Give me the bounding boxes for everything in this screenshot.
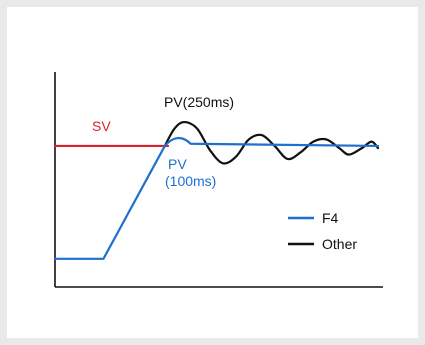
sv-label: SV [92,118,111,134]
series-line-other [163,120,380,165]
legend-label-f4: F4 [322,210,339,226]
pv-100-label-line2: (100ms) [165,173,216,189]
legend: F4 Other [288,210,357,252]
chart-card [7,7,418,338]
pv-250-label: PV(250ms) [164,94,234,110]
legend-label-other: Other [322,236,357,252]
series-line-f4 [53,136,380,260]
pv-100-label-line1: PV [168,156,187,172]
